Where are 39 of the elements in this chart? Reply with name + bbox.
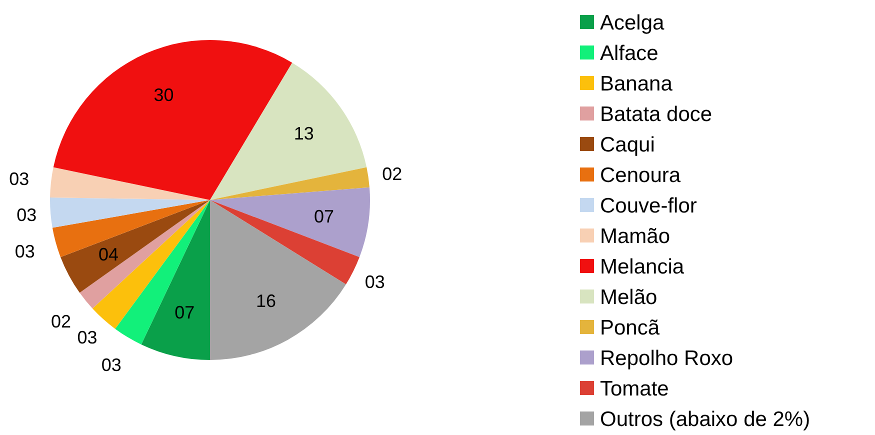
legend-label: Outros (abaixo de 2%): [600, 408, 810, 431]
pie-slice: [210, 187, 370, 258]
legend-label: Repolho Roxo: [600, 346, 734, 370]
pie-slice: [60, 200, 210, 293]
legend-label: Couve-flor: [600, 194, 697, 218]
data-label: 07: [174, 302, 195, 323]
legend-label: Caqui: [600, 133, 655, 156]
legend-label: Poncã: [600, 316, 660, 340]
data-label: 03: [14, 241, 35, 262]
data-label: 30: [154, 84, 174, 105]
legend-label: Alface: [600, 42, 658, 65]
legend-label: Melancia: [600, 255, 684, 278]
data-label: 13: [294, 123, 314, 144]
legend-label: Batata doce: [600, 102, 712, 126]
pie-slice: [92, 200, 210, 329]
pie-slice: [141, 200, 210, 360]
data-label: 04: [98, 244, 118, 265]
pie-slice: [53, 40, 292, 200]
pie-slice: [210, 167, 370, 200]
data-label: 03: [364, 272, 385, 292]
legend-label: Tomate: [600, 377, 669, 400]
data-label: 03: [77, 327, 98, 348]
legend-label: Melão: [600, 286, 658, 309]
legend-label: Mamão: [600, 224, 670, 248]
pie-slice: [210, 200, 360, 284]
pie-slice: [50, 167, 210, 200]
data-label: 02: [50, 311, 71, 332]
data-label: 02: [382, 164, 402, 184]
data-label: 03: [16, 204, 37, 225]
pie-slice: [50, 197, 210, 228]
legend-label: Cenoura: [600, 164, 681, 187]
data-label: 07: [314, 206, 334, 227]
pie-slice: [210, 200, 346, 360]
data-label: 03: [9, 169, 30, 190]
legend-label: Acelga: [600, 11, 665, 34]
pie-slice: [210, 62, 367, 200]
legend-label: Banana: [600, 72, 673, 96]
data-label: 03: [101, 355, 122, 376]
data-label: 16: [256, 290, 276, 311]
